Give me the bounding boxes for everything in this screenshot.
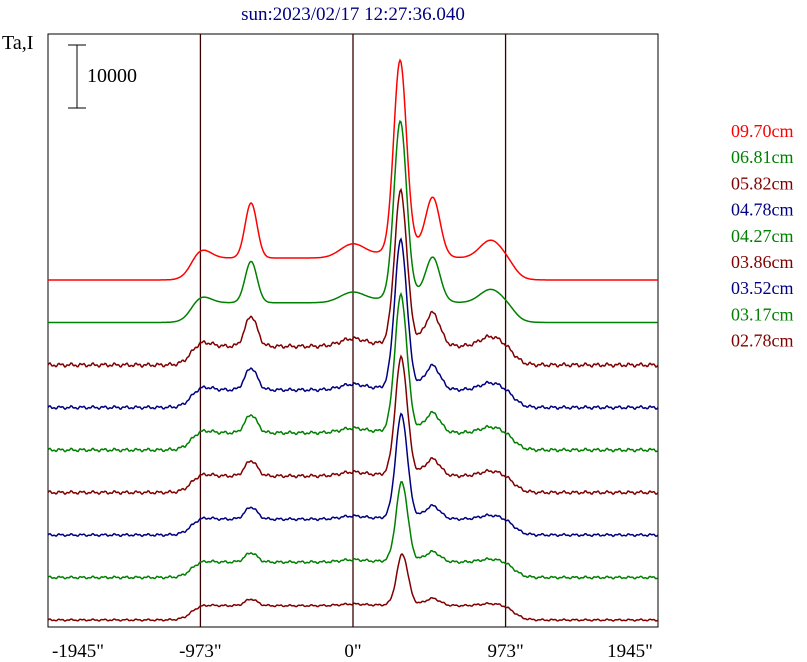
- legend-entry: 03.52cm: [731, 278, 794, 298]
- series-curves: [47, 58, 659, 622]
- legend-entry: 04.78cm: [731, 200, 794, 220]
- series-line: [47, 553, 659, 622]
- x-tick-label: 1945": [607, 641, 653, 662]
- series-line: [47, 187, 659, 369]
- legend: 09.70cm 06.81cm 05.82cm 04.78cm 04.27cm 03.86…: [731, 121, 794, 351]
- x-tick-label: -1945": [52, 641, 104, 662]
- legend-entry: 06.81cm: [731, 147, 794, 167]
- reference-lines: [199, 34, 507, 627]
- series-line: [47, 480, 659, 580]
- scale-bar-label: 10000: [87, 65, 137, 87]
- x-tick-label: 973": [487, 641, 523, 662]
- scale-bar: 10000: [68, 44, 137, 109]
- legend-entry: 05.82cm: [731, 173, 794, 193]
- legend-entry: 09.70cm: [731, 121, 794, 141]
- series-line: [47, 412, 659, 538]
- series-line: [47, 291, 659, 453]
- series-line: [48, 58, 658, 281]
- series-line: [48, 119, 658, 324]
- x-tick-label: 0": [344, 641, 361, 662]
- series-line: [47, 354, 659, 496]
- legend-entry: 03.17cm: [731, 304, 794, 324]
- legend-entry: 03.86cm: [731, 252, 794, 272]
- series-line: [47, 237, 659, 411]
- x-tick-label: -973": [179, 641, 222, 662]
- x-tick-labels: -1945" -973" 0" 973" 1945": [52, 641, 653, 662]
- legend-entry: 02.78cm: [731, 331, 794, 351]
- y-axis-label: Ta,I: [2, 32, 33, 54]
- legend-entry: 04.27cm: [731, 226, 794, 246]
- chart-title: sun:2023/02/17 12:27:36.040: [241, 4, 465, 25]
